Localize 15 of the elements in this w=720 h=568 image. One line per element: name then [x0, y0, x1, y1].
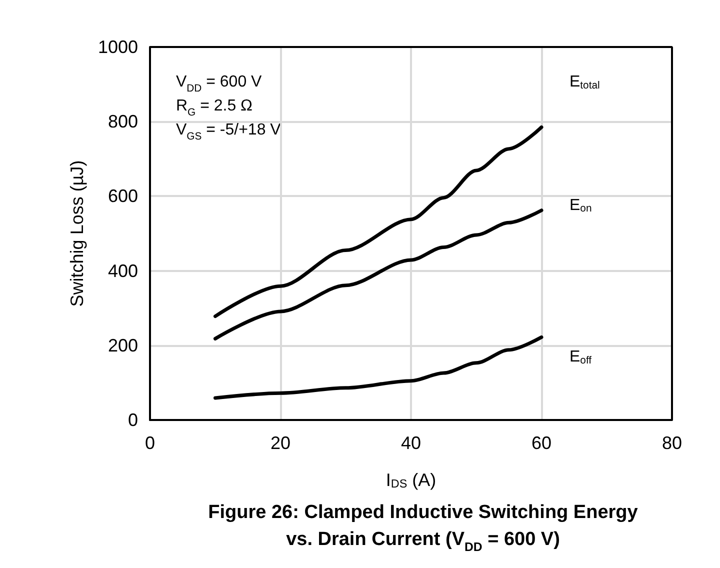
y-tick-label: 400: [108, 260, 138, 281]
y-tick-label: 1000: [98, 37, 138, 57]
x-tick-label: 60: [531, 433, 552, 453]
y-tick-label: 200: [108, 335, 138, 356]
x-tick-label: 80: [662, 433, 682, 453]
line-series: [214, 208, 544, 340]
y-tick-label: 600: [108, 186, 138, 206]
x-tick-label: 20: [270, 433, 291, 453]
line-series: [214, 335, 544, 400]
y-tick-label: 800: [108, 112, 138, 132]
y-axis-title: Switchig Loss (µJ): [67, 160, 87, 307]
x-tick-label: 40: [400, 433, 422, 453]
y-tick-label: 0: [128, 410, 138, 430]
line-series: [214, 125, 544, 318]
x-tick-label: 0: [144, 433, 156, 453]
